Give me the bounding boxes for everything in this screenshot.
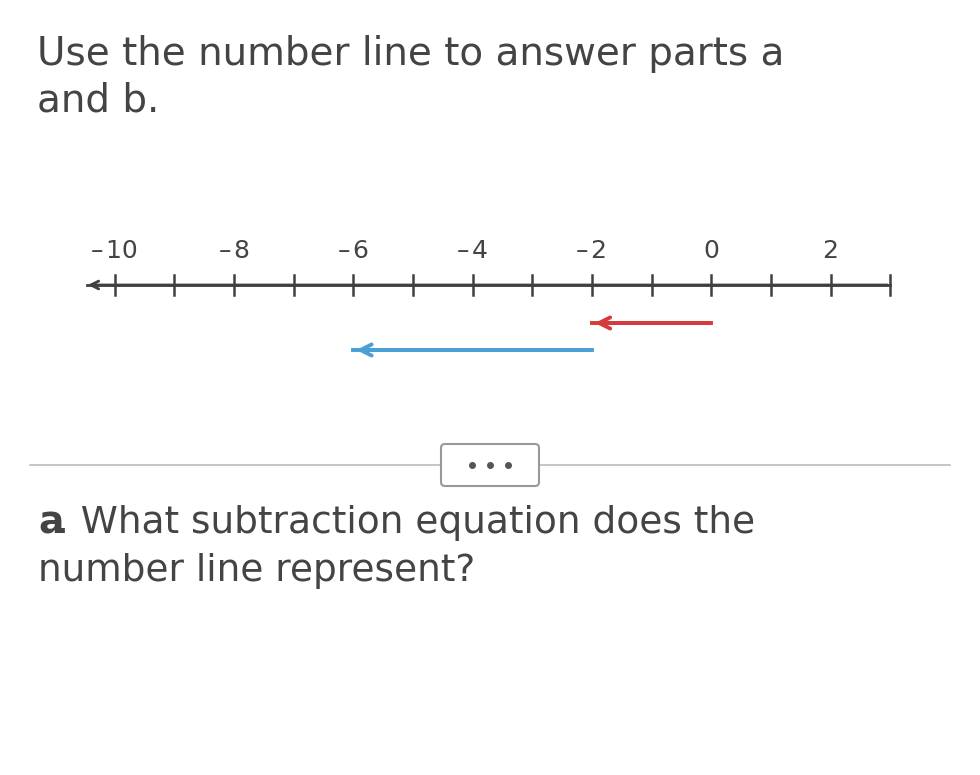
Text: . What subtraction equation does the: . What subtraction equation does the	[57, 505, 756, 541]
Text: and b.: and b.	[37, 81, 160, 119]
Text: number line represent?: number line represent?	[38, 553, 475, 589]
Text: – 6: – 6	[338, 239, 368, 263]
Text: – 4: – 4	[458, 239, 488, 263]
Text: 0: 0	[704, 239, 719, 263]
Text: – 10: – 10	[91, 239, 138, 263]
Text: Use the number line to answer parts a: Use the number line to answer parts a	[37, 35, 785, 73]
Text: – 2: – 2	[576, 239, 608, 263]
FancyBboxPatch shape	[441, 444, 539, 486]
Text: 2: 2	[822, 239, 839, 263]
Text: a: a	[38, 505, 64, 541]
Text: – 8: – 8	[219, 239, 250, 263]
